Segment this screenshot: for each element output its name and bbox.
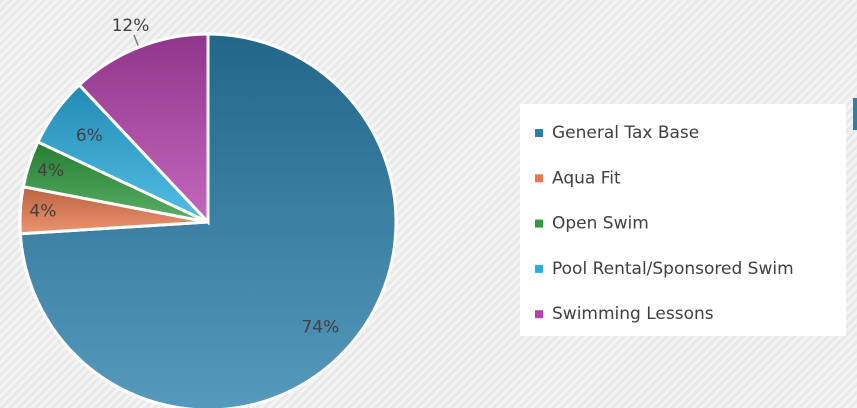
legend-label: Open Swim	[552, 214, 649, 234]
legend: General Tax Base Aqua Fit Open Swim Pool Re…	[535, 123, 794, 324]
data-label: 4%	[29, 202, 56, 222]
data-label: 12%	[112, 16, 150, 36]
legend-swatch	[535, 174, 543, 183]
data-label: 6%	[76, 126, 103, 146]
legend-label: Swimming Lessons	[552, 304, 714, 324]
legend-swatch	[535, 129, 543, 137]
data-label: 74%	[301, 318, 339, 338]
legend-label: General Tax Base	[552, 123, 699, 143]
legend-swatch	[535, 310, 543, 319]
legend-label: Aqua Fit	[552, 168, 621, 188]
pie: 74% 4% 4% 6% 12%	[18, 16, 398, 408]
data-label: 4%	[37, 161, 64, 181]
legend-box	[520, 104, 846, 336]
pie-slice	[77, 32, 210, 226]
legend-label: Pool Rental/Sponsored Swim	[552, 259, 794, 279]
legend-swatch	[535, 219, 543, 228]
legend-swatch	[535, 264, 543, 273]
edge-accent	[853, 98, 857, 130]
leader-line	[133, 34, 139, 46]
